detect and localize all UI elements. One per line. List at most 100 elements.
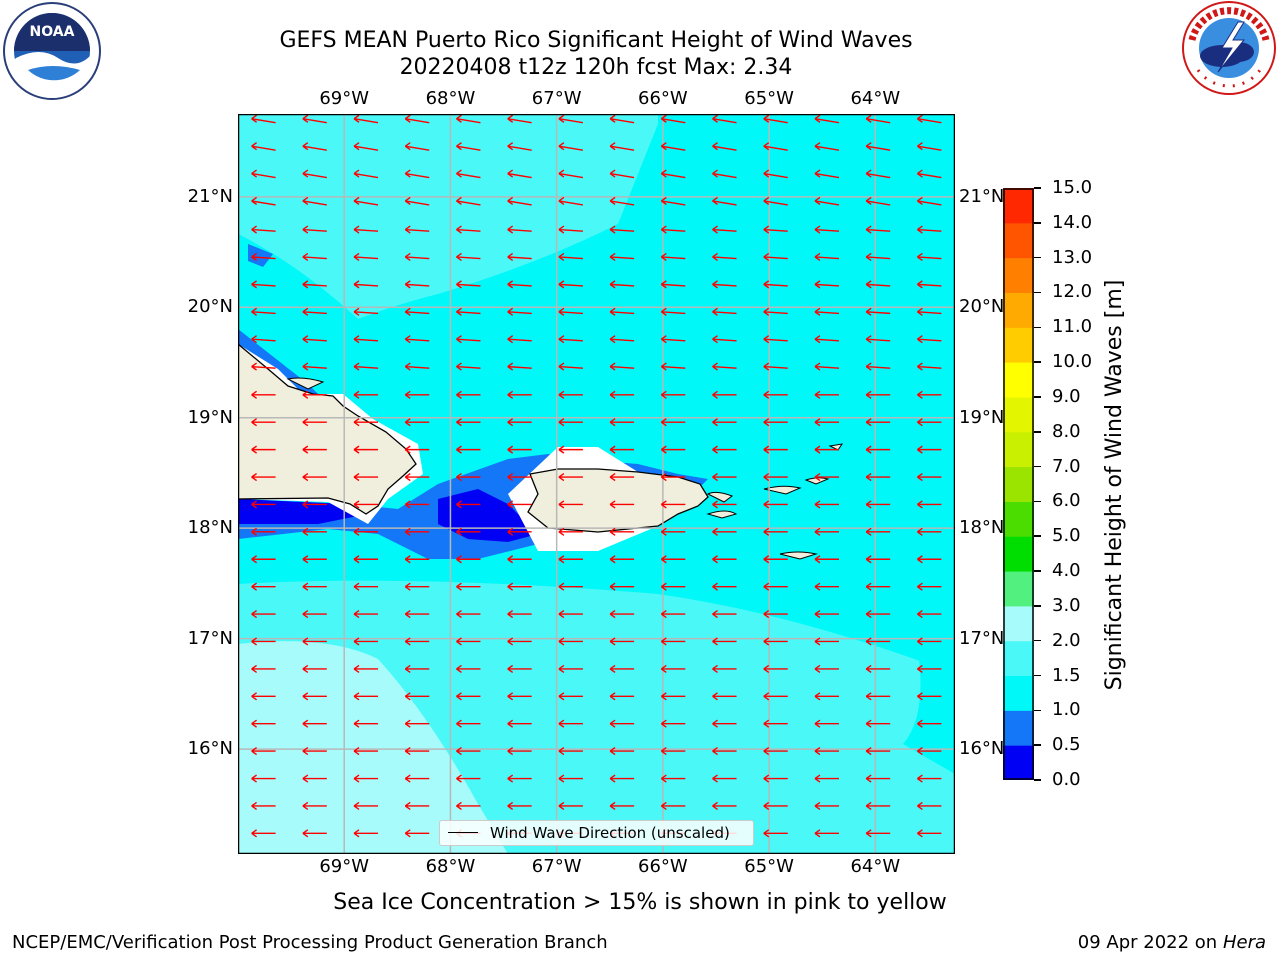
colorbar-tick-11: 9.0 xyxy=(1052,385,1081,407)
wind-arrow xyxy=(916,418,942,427)
wind-arrow xyxy=(916,637,942,646)
wind-arrow xyxy=(916,692,942,701)
lat-tick-right-2: 19°N xyxy=(959,407,1005,428)
wind-arrow xyxy=(865,774,891,783)
wind-arrow xyxy=(302,225,327,234)
wind-arrow xyxy=(609,747,635,756)
wind-arrow xyxy=(814,692,839,701)
wind-arrow xyxy=(302,142,327,151)
wind-arrow xyxy=(712,252,737,262)
colorbar-bin-7 xyxy=(1003,501,1034,537)
wind-arrow xyxy=(865,692,891,701)
wind-arrow xyxy=(251,280,276,289)
colorbar-bin-5 xyxy=(1003,571,1034,607)
lon-tick-top-1: 68°W xyxy=(425,88,476,109)
wind-arrow xyxy=(353,362,379,371)
wind-arrow xyxy=(353,582,379,591)
wind-arrow xyxy=(609,500,635,509)
wave-height-field xyxy=(238,114,955,854)
wind-arrow xyxy=(302,418,327,427)
wind-arrow xyxy=(814,719,839,728)
colorbar-tick-2: 1.0 xyxy=(1052,699,1081,721)
wind-arrow xyxy=(404,335,430,344)
wind-arrow xyxy=(507,169,532,179)
wind-arrow xyxy=(353,114,379,124)
wind-arrow xyxy=(660,335,686,344)
lat-tick-left-4: 17°N xyxy=(187,627,233,649)
wind-arrow xyxy=(660,445,686,454)
chart-title: GEFS MEAN Puerto Rico Significant Height… xyxy=(279,28,913,53)
wind-arrow xyxy=(609,362,635,371)
colorbar-bin-12 xyxy=(1003,327,1034,363)
wind-arrow xyxy=(814,610,839,619)
wind-arrow xyxy=(814,362,840,371)
lon-tick-bottom-3: 66°W xyxy=(638,856,688,877)
wind-arrow xyxy=(558,555,583,564)
wind-arrow xyxy=(558,637,583,646)
lon-tick-bottom-2: 67°W xyxy=(531,856,582,877)
wind-arrow xyxy=(916,142,942,151)
wind-arrow xyxy=(558,500,583,509)
wind-arrow xyxy=(302,555,327,564)
colorbar-tick-14: 12.0 xyxy=(1052,281,1093,303)
colorbar-bin-6 xyxy=(1003,536,1034,572)
colorbar-tick-mark-9 xyxy=(1034,465,1041,468)
wind-arrow xyxy=(814,747,839,756)
wind-arrow xyxy=(609,142,635,151)
colorbar-bin-10 xyxy=(1003,396,1034,433)
wind-arrow xyxy=(660,637,686,646)
wind-arrow xyxy=(916,307,942,316)
lat-tick-left-5: 16°N xyxy=(187,738,233,760)
wind-arrow xyxy=(302,307,327,316)
wind-arrow xyxy=(763,280,788,289)
wind-arrow xyxy=(814,142,840,151)
wind-arrow xyxy=(302,445,327,454)
wind-arrow xyxy=(712,196,737,206)
wind-arrow xyxy=(660,169,686,179)
wind-arrow xyxy=(558,719,583,728)
colorbar-bin-14 xyxy=(1003,257,1034,293)
wind-arrow xyxy=(763,637,788,646)
wind-arrow xyxy=(302,196,327,206)
wind-arrow xyxy=(916,555,942,564)
wind-arrow xyxy=(302,500,327,509)
wind-arrow xyxy=(660,610,686,619)
wind-arrow xyxy=(353,225,379,234)
wind-arrow xyxy=(353,196,379,206)
wind-arrow xyxy=(814,445,839,454)
wind-arrow xyxy=(558,582,583,591)
wind-arrow xyxy=(507,225,532,234)
colorbar-tick-3: 1.5 xyxy=(1052,664,1081,686)
wind-arrow xyxy=(507,335,532,344)
wind-arrow xyxy=(302,169,327,179)
wind-arrow xyxy=(507,664,532,673)
wind-arrow xyxy=(353,664,379,673)
wind-arrow xyxy=(712,142,737,151)
wind-arrow xyxy=(763,692,788,701)
wind-arrow xyxy=(353,500,379,509)
wind-arrow xyxy=(865,307,891,316)
wind-arrow xyxy=(814,582,839,591)
wind-arrow xyxy=(404,500,430,509)
colorbar-tick-8: 6.0 xyxy=(1052,490,1081,512)
wind-arrow xyxy=(353,692,379,701)
wind-arrow xyxy=(558,196,584,206)
colorbar-bin-11 xyxy=(1003,362,1034,398)
wind-arrow xyxy=(404,307,430,316)
wind-arrow xyxy=(507,610,532,619)
lat-tick-left-1: 20°N xyxy=(187,296,233,318)
wind-arrow xyxy=(251,225,276,234)
wind-arrow xyxy=(865,252,891,262)
bank-shallow xyxy=(248,244,273,267)
wind-arrow xyxy=(507,582,532,591)
wind-arrow xyxy=(353,307,379,316)
wind-arrow xyxy=(251,610,276,619)
wind-arrow xyxy=(609,610,635,619)
wind-arrow xyxy=(916,774,942,783)
colorbar-tick-0: 0.0 xyxy=(1052,769,1081,790)
wind-arrow xyxy=(302,719,327,728)
wind-arrow xyxy=(353,801,379,810)
wind-arrow xyxy=(865,829,891,838)
colorbar-tick-mark-0 xyxy=(1034,779,1041,781)
wind-arrow xyxy=(763,142,788,151)
